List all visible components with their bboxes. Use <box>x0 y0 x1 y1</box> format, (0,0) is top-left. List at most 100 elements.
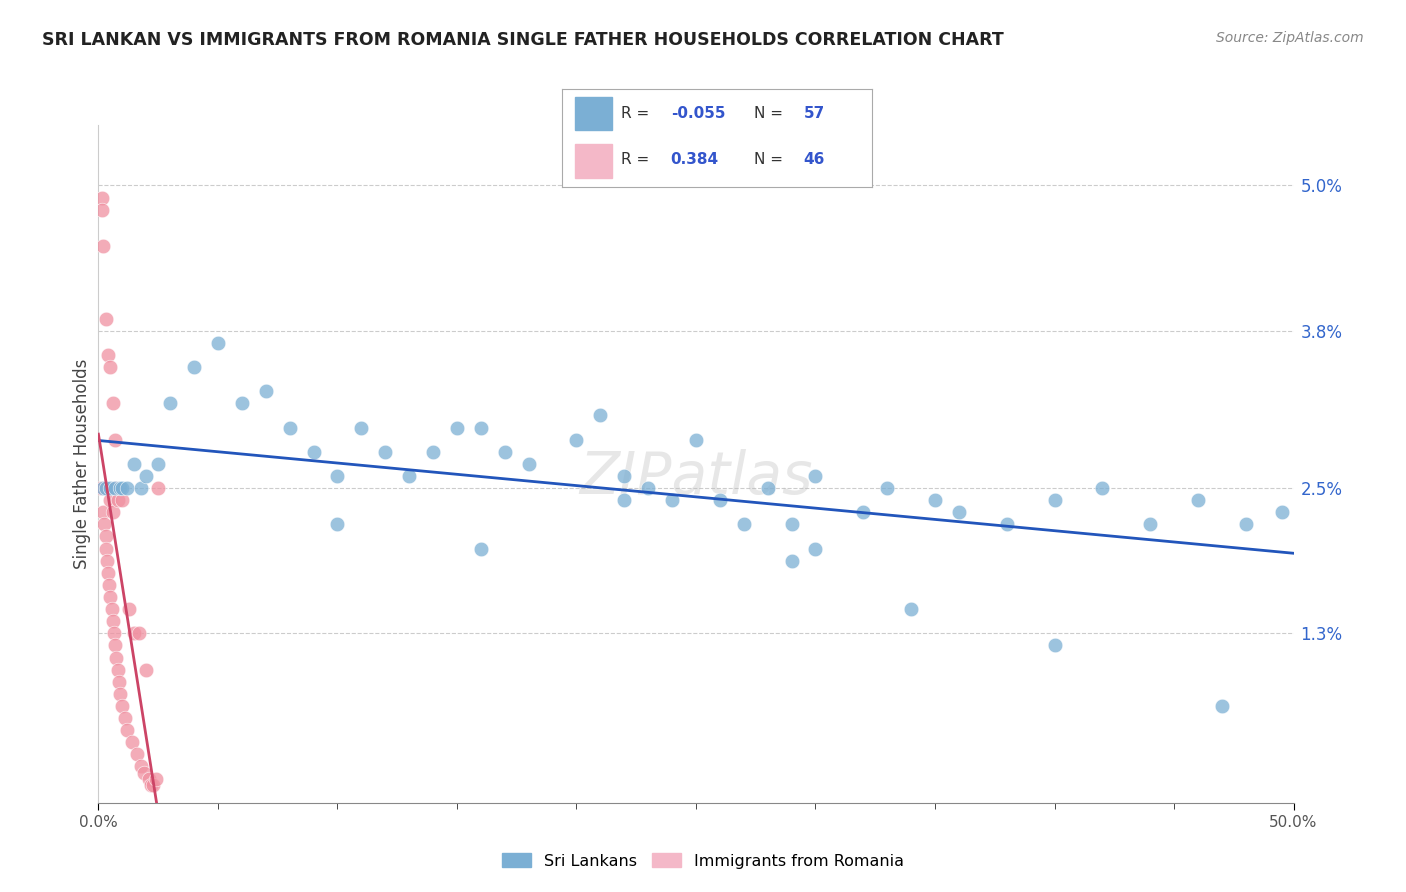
Text: N =: N = <box>754 106 787 121</box>
Point <box>254 384 277 399</box>
Point <box>104 639 127 653</box>
Point <box>565 433 588 447</box>
Point <box>91 505 114 519</box>
Point <box>93 517 115 532</box>
Point <box>207 335 229 350</box>
Point <box>589 409 612 423</box>
Point <box>145 772 167 786</box>
Point <box>326 517 349 532</box>
Point <box>135 663 157 677</box>
Point <box>121 735 143 749</box>
Point <box>613 469 636 483</box>
Point <box>107 674 129 689</box>
Point <box>98 359 122 374</box>
Point <box>90 481 112 495</box>
Point <box>135 469 157 483</box>
Point <box>98 481 122 495</box>
Point <box>1234 517 1257 532</box>
Point <box>124 626 146 640</box>
Point <box>852 505 875 519</box>
Point <box>804 541 827 556</box>
Point <box>1271 505 1294 519</box>
Point <box>733 517 755 532</box>
Point <box>94 311 117 326</box>
Text: 46: 46 <box>804 153 825 168</box>
Point <box>96 554 118 568</box>
Point <box>98 493 122 508</box>
Y-axis label: Single Father Households: Single Father Households <box>73 359 91 569</box>
Legend: Sri Lankans, Immigrants from Romania: Sri Lankans, Immigrants from Romania <box>495 847 911 875</box>
Point <box>91 202 114 217</box>
Point <box>231 396 253 410</box>
Point <box>107 493 129 508</box>
Point <box>924 493 946 508</box>
Point <box>108 687 131 701</box>
Point <box>103 626 125 640</box>
Point <box>104 433 127 447</box>
Point <box>94 529 117 543</box>
Point <box>125 747 148 762</box>
Point <box>97 566 120 580</box>
Point <box>637 481 659 495</box>
Point <box>128 626 150 640</box>
Point <box>98 590 122 604</box>
Point <box>131 759 153 773</box>
Text: Source: ZipAtlas.com: Source: ZipAtlas.com <box>1216 31 1364 45</box>
Point <box>111 493 134 508</box>
Text: R =: R = <box>621 106 654 121</box>
Point <box>115 723 138 738</box>
Point <box>101 396 124 410</box>
Point <box>107 663 129 677</box>
Text: SRI LANKAN VS IMMIGRANTS FROM ROMANIA SINGLE FATHER HOUSEHOLDS CORRELATION CHART: SRI LANKAN VS IMMIGRANTS FROM ROMANIA SI… <box>42 31 1004 49</box>
Point <box>104 481 127 495</box>
Point <box>995 517 1018 532</box>
Point <box>105 650 128 665</box>
Point <box>1043 493 1066 508</box>
Point <box>183 359 205 374</box>
Point <box>138 772 160 786</box>
Point <box>142 778 165 792</box>
Point <box>470 420 492 434</box>
Point <box>398 469 420 483</box>
Point <box>494 444 516 458</box>
Point <box>111 481 134 495</box>
Text: N =: N = <box>754 153 787 168</box>
Point <box>108 481 131 495</box>
Point <box>350 420 373 434</box>
Point <box>114 711 136 725</box>
Point <box>517 457 540 471</box>
Point <box>278 420 301 434</box>
Text: ZIPatlas: ZIPatlas <box>579 449 813 506</box>
Point <box>132 765 155 780</box>
Point <box>91 481 114 495</box>
Point <box>446 420 468 434</box>
Point <box>302 444 325 458</box>
Point <box>326 469 349 483</box>
Point <box>780 554 803 568</box>
Point <box>91 190 114 204</box>
Point <box>709 493 731 508</box>
Point <box>98 578 121 592</box>
Point <box>148 481 170 495</box>
Point <box>91 239 114 253</box>
Bar <box>575 145 612 178</box>
Point <box>685 433 707 447</box>
Point <box>780 517 803 532</box>
Point <box>101 505 124 519</box>
Point <box>101 614 124 628</box>
Point <box>1043 639 1066 653</box>
Point <box>100 602 122 616</box>
Point <box>94 481 117 495</box>
Bar <box>575 97 612 130</box>
Text: 0.384: 0.384 <box>671 153 718 168</box>
Point <box>422 444 444 458</box>
Point <box>1091 481 1114 495</box>
Point <box>148 457 170 471</box>
Point <box>1139 517 1161 532</box>
Point <box>756 481 779 495</box>
Point <box>900 602 922 616</box>
Point <box>104 481 127 495</box>
Point <box>94 541 117 556</box>
Point <box>139 778 162 792</box>
Point <box>948 505 970 519</box>
